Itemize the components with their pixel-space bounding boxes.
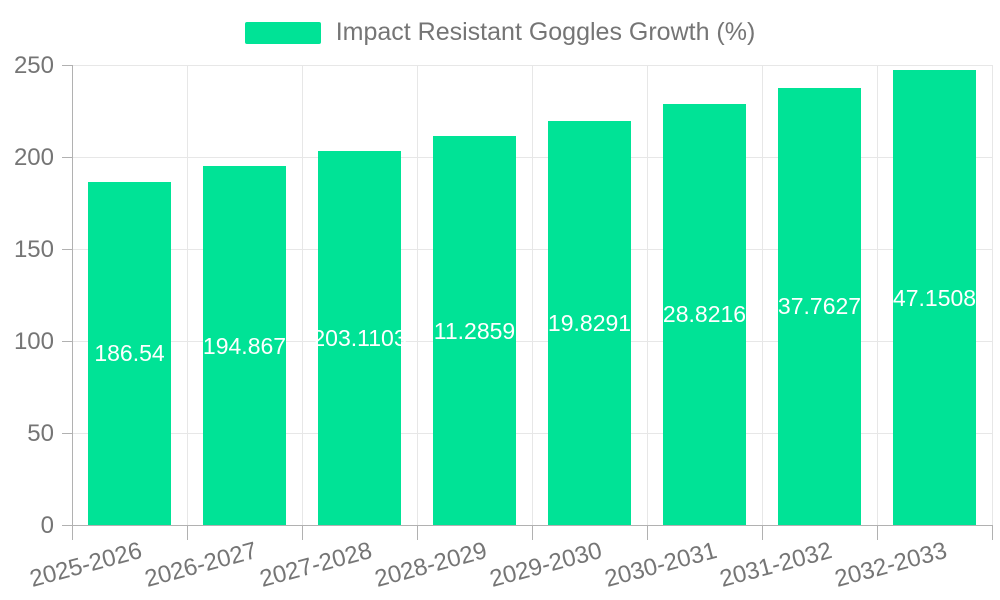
bar-value-label: 186.54: [94, 340, 165, 367]
gridline-vertical: [302, 65, 303, 525]
bar-value-label: 203.1103: [312, 325, 407, 352]
chart-bar[interactable]: [893, 70, 976, 525]
x-axis-label: 2025-2026: [26, 537, 145, 593]
x-axis-label: 2030-2031: [601, 537, 720, 593]
x-axis-label: 2028-2029: [371, 537, 490, 593]
legend-swatch: [244, 21, 321, 44]
x-axis-label: 2031-2032: [716, 537, 835, 593]
bar-value-label: 237.76279: [765, 293, 874, 320]
y-axis-tick: [62, 249, 72, 250]
y-axis-label: 100: [13, 328, 54, 355]
x-axis-tick: [992, 525, 993, 540]
gridline-vertical: [187, 65, 188, 525]
chart-bar[interactable]: [663, 103, 746, 525]
legend-label: Impact Resistant Goggles Growth (%): [335, 18, 756, 46]
y-axis-label: 0: [40, 512, 54, 539]
x-axis-tick: [417, 525, 418, 540]
chart-bar[interactable]: [548, 120, 631, 525]
y-axis-tick: [62, 525, 72, 526]
legend[interactable]: Impact Resistant Goggles Growth (%): [0, 18, 1000, 47]
bar-value-label: 219.82918: [535, 309, 644, 336]
chart-bar[interactable]: [778, 87, 861, 525]
bar-value-label: 194.867: [202, 332, 287, 359]
x-axis-label: 2026-2027: [141, 537, 260, 593]
y-axis-tick: [62, 433, 72, 434]
bar-value-label: 211.28591: [420, 317, 529, 344]
y-axis-label: 250: [13, 52, 54, 79]
bar-value-label: 228.82167: [650, 301, 759, 328]
y-axis-label: 150: [13, 236, 54, 263]
gridline-vertical: [762, 65, 763, 525]
x-axis-label: 2032-2033: [831, 537, 950, 593]
x-axis-line: [72, 525, 992, 526]
chart-bar[interactable]: [433, 136, 516, 525]
gridline-vertical: [532, 65, 533, 525]
y-axis-tick: [62, 341, 72, 342]
y-axis-tick: [62, 157, 72, 158]
x-axis-tick: [532, 525, 533, 540]
x-axis-tick: [187, 525, 188, 540]
gridline-vertical: [992, 65, 993, 525]
x-axis-tick: [302, 525, 303, 540]
bar-value-label: 247.15089: [880, 284, 989, 311]
chart-bar[interactable]: [318, 151, 401, 525]
y-axis-label: 50: [27, 420, 54, 447]
gridline-vertical: [877, 65, 878, 525]
x-axis-tick: [877, 525, 878, 540]
gridline-vertical: [647, 65, 648, 525]
x-axis-label: 2029-2030: [486, 537, 605, 593]
x-axis-tick: [647, 525, 648, 540]
chart-bar[interactable]: [88, 181, 171, 525]
y-axis-line: [72, 65, 73, 540]
x-axis-tick: [762, 525, 763, 540]
chart-bar[interactable]: [203, 166, 286, 525]
x-axis-label: 2027-2028: [256, 537, 375, 593]
gridline-vertical: [417, 65, 418, 525]
y-axis-tick: [62, 65, 72, 66]
y-axis-label: 200: [13, 144, 54, 171]
